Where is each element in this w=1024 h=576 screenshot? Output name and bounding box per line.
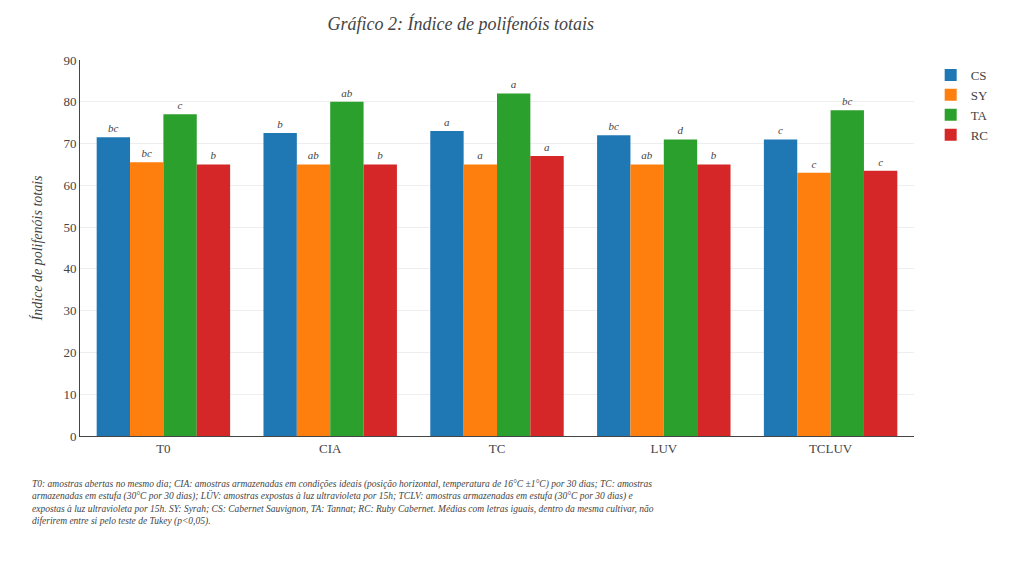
- svg-text:TC: TC: [489, 441, 506, 456]
- svg-text:RC: RC: [971, 128, 988, 143]
- svg-text:Gráfico 2: Índice de polifenói: Gráfico 2: Índice de polifenóis totais: [328, 13, 594, 34]
- svg-text:bc: bc: [108, 122, 119, 134]
- svg-text:40: 40: [63, 261, 76, 276]
- svg-text:70: 70: [63, 136, 76, 151]
- svg-text:30: 30: [63, 303, 76, 318]
- svg-text:50: 50: [63, 220, 76, 235]
- svg-text:CS: CS: [971, 68, 987, 83]
- svg-text:b: b: [711, 149, 717, 161]
- svg-text:ab: ab: [341, 87, 353, 99]
- svg-text:c: c: [811, 158, 816, 170]
- svg-text:ab: ab: [308, 149, 320, 161]
- svg-text:c: c: [878, 156, 883, 168]
- svg-text:b: b: [210, 149, 216, 161]
- svg-text:CIA: CIA: [319, 441, 342, 456]
- svg-text:bc: bc: [842, 95, 853, 107]
- svg-text:0: 0: [70, 429, 77, 444]
- svg-text:10: 10: [63, 387, 76, 402]
- svg-text:b: b: [377, 149, 383, 161]
- svg-text:TA: TA: [971, 108, 988, 123]
- svg-text:80: 80: [63, 94, 76, 109]
- svg-text:ab: ab: [641, 149, 653, 161]
- svg-text:a: a: [444, 116, 450, 128]
- svg-text:TCLUV: TCLUV: [809, 441, 853, 456]
- svg-text:a: a: [511, 78, 517, 90]
- svg-text:LUV: LUV: [650, 441, 677, 456]
- svg-text:d: d: [677, 124, 683, 136]
- svg-text:90: 90: [63, 53, 76, 68]
- svg-text:a: a: [477, 149, 483, 161]
- svg-text:SY: SY: [971, 88, 988, 103]
- svg-text:c: c: [178, 99, 183, 111]
- svg-text:bc: bc: [609, 120, 620, 132]
- svg-text:c: c: [778, 124, 783, 136]
- svg-text:T0: amostras abertas no mesmo: T0: amostras abertas no mesmo dia; CIA: …: [32, 479, 654, 527]
- svg-text:bc: bc: [141, 147, 152, 159]
- svg-text:b: b: [277, 118, 283, 130]
- svg-text:20: 20: [63, 345, 76, 360]
- svg-text:a: a: [544, 141, 550, 153]
- svg-text:Índice de polifenóis totais: Índice de polifenóis totais: [29, 175, 45, 322]
- svg-text:60: 60: [63, 178, 76, 193]
- svg-text:T0: T0: [156, 441, 170, 456]
